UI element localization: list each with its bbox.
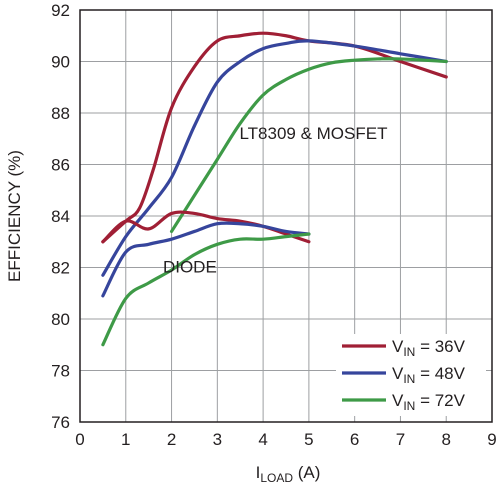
legend-label-0: VIN = 36V (392, 337, 466, 359)
x-tick-label: 8 (441, 430, 450, 449)
x-tick-label: 6 (350, 430, 359, 449)
annotations: LT8309 & MOSFET DIODE (163, 124, 388, 277)
annotation-0: LT8309 & MOSFET (239, 124, 387, 143)
x-tick-label: 1 (121, 430, 130, 449)
series-line-lt8309-mosfet-1 (101, 39, 448, 277)
series-line-diode-4 (101, 221, 311, 298)
y-tick-label: 76 (51, 413, 70, 432)
legend-box (336, 334, 486, 416)
plot-frame (79, 9, 493, 423)
grid (80, 10, 492, 422)
legend-label-1: VIN = 48V (392, 364, 466, 386)
y-axis-title: EFFICIENCY (%) (5, 150, 24, 282)
x-tick-label: 3 (213, 430, 222, 449)
y-tick-label: 84 (51, 207, 70, 226)
x-axis-title: ILOAD (A) (256, 463, 321, 485)
y-tick-label: 88 (51, 104, 70, 123)
series-line-diode-5 (101, 232, 311, 347)
x-tick-label: 9 (487, 430, 496, 449)
legend: VIN = 36V VIN = 48V VIN = 72V (336, 334, 486, 416)
x-tick-label: 0 (75, 430, 84, 449)
annotation-1: DIODE (163, 258, 217, 277)
y-tick-label: 86 (51, 156, 70, 175)
y-tick-label: 92 (51, 1, 70, 20)
y-tick-label: 90 (51, 53, 70, 72)
series-lines (101, 31, 448, 347)
legend-label-2: VIN = 72V (392, 391, 466, 413)
y-tick-label: 82 (51, 259, 70, 278)
x-tick-label: 2 (167, 430, 176, 449)
series-line-lt8309-mosfet-2 (169, 57, 448, 234)
x-tick-label: 5 (304, 430, 313, 449)
x-tick-label: 7 (396, 430, 405, 449)
y-tick-label: 80 (51, 310, 70, 329)
y-tick-label: 78 (51, 362, 70, 381)
x-tick-label: 4 (258, 430, 267, 449)
